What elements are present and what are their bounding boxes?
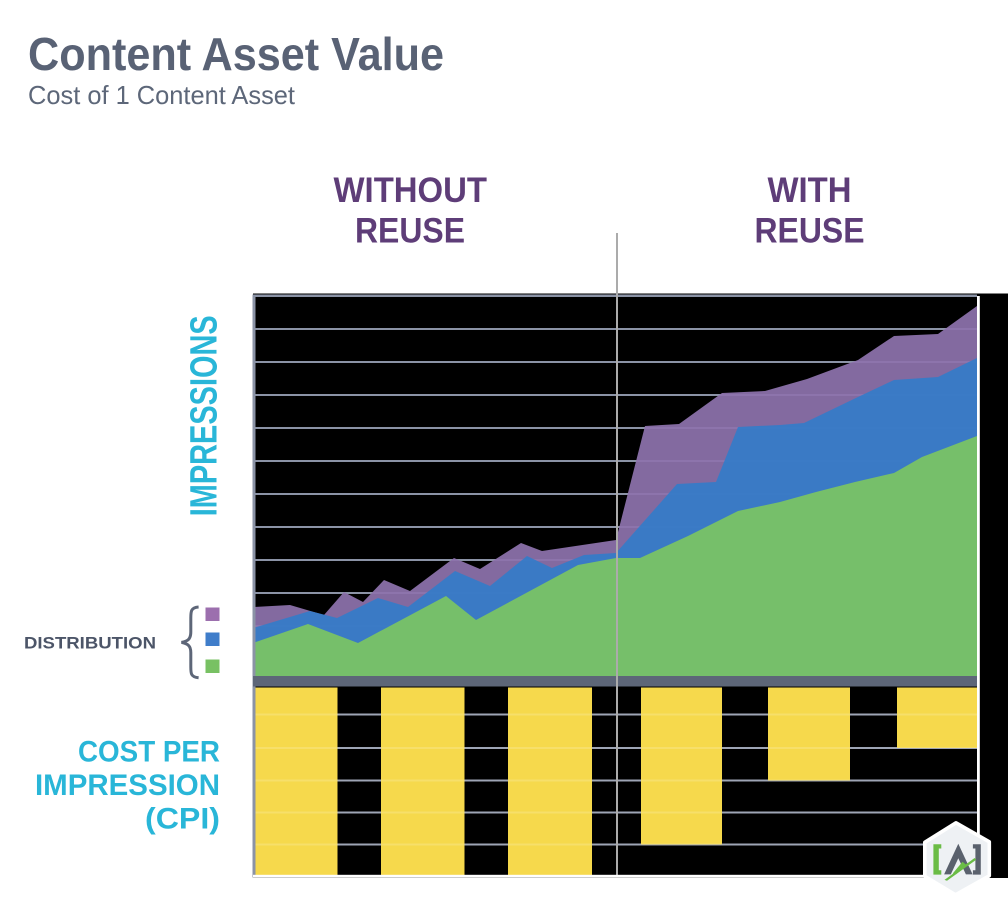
svg-text:WITH: WITH — [768, 171, 852, 210]
svg-text:IMPRESSION: IMPRESSION — [35, 769, 220, 802]
svg-text:REUSE: REUSE — [355, 212, 465, 251]
svg-text:Cost of 1 Content Asset: Cost of 1 Content Asset — [28, 80, 296, 110]
svg-text:IMPRESSIONS: IMPRESSIONS — [184, 315, 226, 516]
svg-text:REUSE: REUSE — [755, 212, 865, 251]
svg-text:DISTRIBUTION: DISTRIBUTION — [24, 634, 156, 653]
svg-text:COST PER: COST PER — [78, 736, 220, 769]
svg-text:(CPI): (CPI) — [145, 803, 220, 836]
svg-text:Content Asset Value: Content Asset Value — [28, 28, 444, 80]
svg-text:WITHOUT: WITHOUT — [334, 171, 488, 210]
